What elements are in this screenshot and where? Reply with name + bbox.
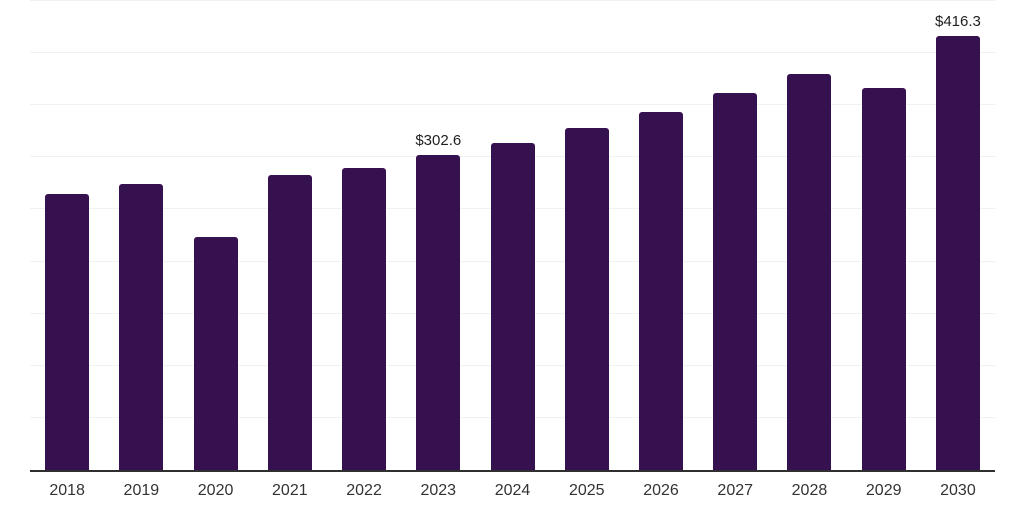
bar[interactable] [193, 236, 238, 470]
x-tick-label: 2025 [568, 482, 605, 499]
bar[interactable] [267, 175, 312, 470]
bar-value-label: $302.6 [415, 131, 462, 149]
bar-slot [550, 1, 624, 470]
bar-slot [253, 1, 327, 470]
bar-slot [624, 1, 698, 470]
bar-slot [847, 1, 921, 470]
bar[interactable] [861, 87, 906, 470]
bar-slot [104, 1, 178, 470]
gridline [30, 104, 995, 106]
x-tick-label: 2020 [197, 482, 234, 499]
x-tick-label: 2028 [791, 482, 828, 499]
gridline [30, 0, 995, 1]
x-tick-label: 2021 [272, 482, 308, 499]
x-tick-label: 2027 [717, 482, 754, 499]
gridline [30, 52, 995, 54]
bar-slot [30, 1, 104, 470]
x-tick-label: 2019 [123, 482, 160, 499]
x-tick-label: 2018 [49, 482, 85, 499]
bar[interactable] [638, 111, 683, 470]
bar[interactable] [416, 154, 461, 470]
bar-slot [475, 1, 549, 470]
bar-value-label: $416.3 [934, 13, 981, 31]
bar-slot [327, 1, 401, 470]
plot-area: $302.6 $416.3 [30, 0, 995, 472]
x-tick-label: 2024 [494, 482, 531, 499]
x-axis-labels: 2018 2019 2020 2021 2022 2023 2024 2025 2026 2027… [30, 481, 995, 501]
bar-slot [698, 1, 772, 470]
bar[interactable] [713, 92, 758, 470]
bar[interactable] [490, 142, 535, 470]
bar[interactable] [119, 184, 164, 470]
bar-slot: $302.6 [401, 1, 475, 470]
bar[interactable] [564, 128, 609, 470]
x-tick-label: 2022 [346, 482, 382, 499]
x-tick-label: 2023 [420, 482, 457, 499]
bar-slot [772, 1, 846, 470]
x-tick-label: 2029 [865, 482, 902, 499]
bar[interactable] [45, 193, 90, 470]
bars-container: $302.6 $416.3 [30, 1, 995, 470]
bar-slot: $416.3 [921, 1, 995, 470]
x-tick-label: 2026 [643, 482, 679, 499]
x-tick-label: 2030 [940, 482, 976, 499]
bar[interactable] [342, 167, 387, 470]
bar-slot [178, 1, 252, 470]
bar[interactable] [787, 74, 832, 470]
bar[interactable] [935, 36, 980, 470]
